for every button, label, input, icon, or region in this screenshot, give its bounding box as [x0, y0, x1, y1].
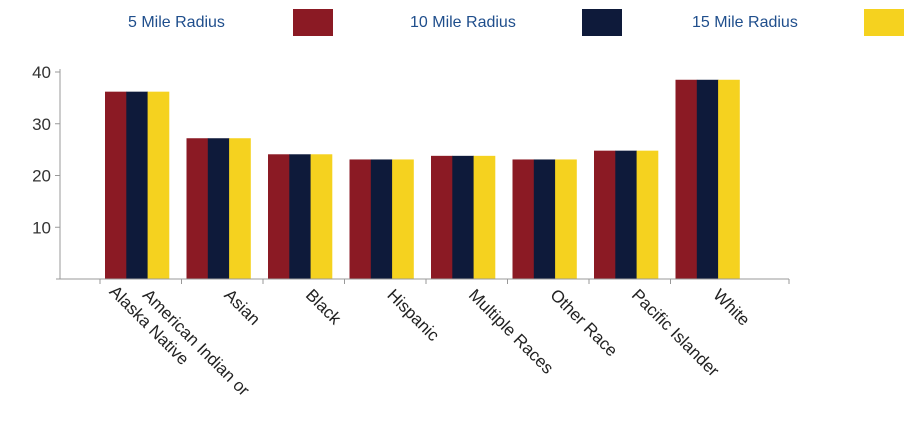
x-axis: American Indian orAlaska Native Asian Blac… [56, 278, 790, 400]
bar-black-5-mile-radius [268, 154, 290, 279]
y-tick-label-40: 40 [32, 63, 51, 82]
legend-label-10-mile-radius: 10 Mile Radius [410, 14, 516, 31]
x-label-line: Other Race [546, 285, 621, 360]
legend-label-5-mile-radius: 5 Mile Radius [128, 14, 225, 31]
legend-label-15-mile-radius: 15 Mile Radius [692, 14, 798, 31]
bar-hispanic-5-mile-radius [349, 159, 372, 279]
bar-pacific-islander-5-mile-radius [594, 150, 616, 279]
bars [105, 79, 740, 279]
bar-black-15-mile-radius [310, 154, 333, 279]
bar-pacific-islander-15-mile-radius [636, 150, 659, 279]
bar-other-race-10-mile-radius [533, 159, 556, 279]
bar-american-indian-or-alaska-native-10-mile-radius [126, 91, 148, 279]
bar-american-indian-or-alaska-native-15-mile-radius [147, 91, 170, 279]
y-tick-label-20: 20 [32, 167, 51, 186]
bar-pacific-islander-10-mile-radius [615, 150, 637, 279]
bar-asian-10-mile-radius [207, 138, 230, 279]
bar-hispanic-10-mile-radius [370, 159, 393, 279]
bar-asian-15-mile-radius [229, 138, 251, 279]
x-label-asian: Asian [220, 285, 264, 329]
x-label-white: White [709, 285, 753, 329]
legend-swatch-10-mile-radius [582, 9, 622, 36]
x-label-line: Asian [220, 285, 264, 329]
bar-multiple-races-5-mile-radius [431, 155, 453, 279]
x-label-line: Pacific Islander [628, 285, 723, 380]
x-label-other-race: Other Race [546, 285, 621, 360]
x-label-line: Black [302, 285, 345, 328]
x-label-line: White [709, 285, 753, 329]
legend: 5 Mile Radius 10 Mile Radius 15 Mile Radiu… [128, 9, 904, 36]
x-label-pacific-islander: Pacific Islander [628, 285, 723, 380]
bar-white-10-mile-radius [696, 79, 719, 279]
bar-other-race-5-mile-radius [512, 159, 535, 279]
bar-asian-5-mile-radius [186, 138, 209, 279]
legend-swatch-5-mile-radius [293, 9, 333, 36]
bar-white-5-mile-radius [675, 79, 698, 279]
y-tick-label-10: 10 [32, 218, 51, 237]
bar-other-race-15-mile-radius [555, 159, 577, 279]
bar-multiple-races-15-mile-radius [473, 155, 496, 279]
x-label-black: Black [302, 285, 345, 328]
bar-american-indian-or-alaska-native-5-mile-radius [105, 91, 127, 279]
x-label-line: Multiple Races [465, 285, 557, 377]
x-label-multiple-races: Multiple Races [465, 285, 557, 377]
bar-multiple-races-10-mile-radius [452, 155, 474, 279]
bar-black-10-mile-radius [289, 154, 311, 279]
bar-white-15-mile-radius [718, 79, 740, 279]
legend-swatch-15-mile-radius [864, 9, 904, 36]
bar-hispanic-15-mile-radius [392, 159, 414, 279]
x-label-line: Hispanic [383, 285, 443, 345]
y-tick-label-30: 30 [32, 115, 51, 134]
x-label-hispanic: Hispanic [383, 285, 443, 345]
y-axis: 10 20 30 40 [32, 63, 61, 279]
